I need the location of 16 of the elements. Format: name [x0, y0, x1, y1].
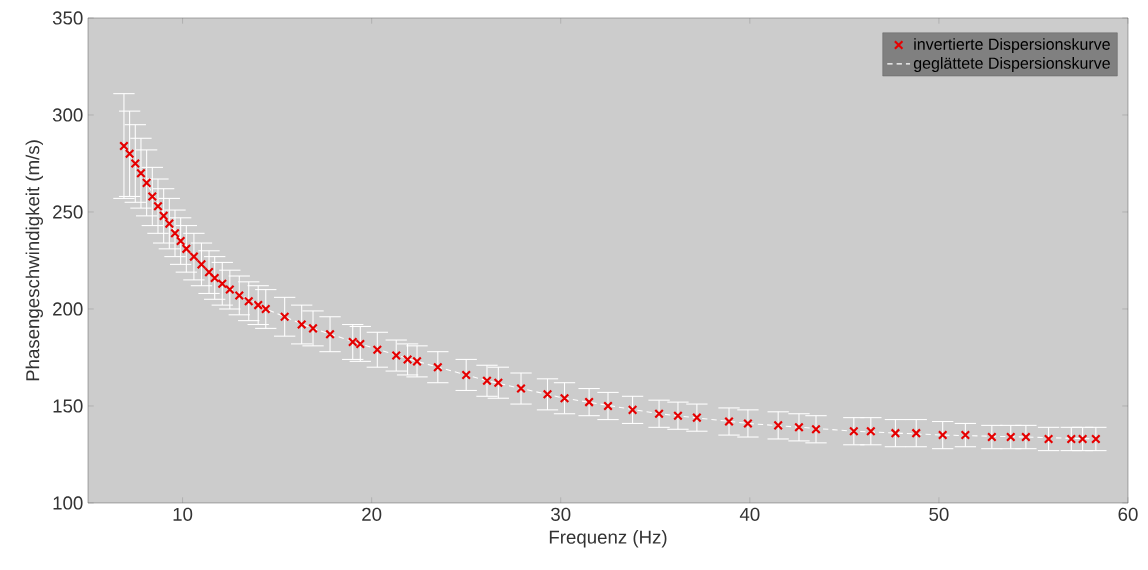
y-axis-title: Phasengeschwindigkeit (m/s): [25, 140, 43, 381]
x-tick-label: 20: [362, 507, 382, 521]
x-axis-title: Frequenz (Hz): [549, 530, 667, 548]
x-tick-label: 50: [929, 507, 949, 521]
x-tick-label: 60: [1118, 507, 1138, 521]
y-tick-label: 300: [52, 108, 83, 122]
y-tick-label: 350: [52, 11, 83, 25]
legend-label: invertierte Dispersionskurve: [914, 38, 1110, 54]
x-tick-label: 10: [173, 507, 193, 521]
y-tick-label: 100: [53, 496, 83, 510]
y-tick-label: 250: [53, 205, 83, 219]
y-tick-label: 200: [53, 302, 83, 316]
legend-label: geglättete Dispersionskurve: [913, 57, 1110, 72]
x-tick-label: 30: [551, 507, 571, 521]
x-tick-label: 40: [739, 507, 760, 521]
y-tick-label: 150: [53, 399, 83, 413]
